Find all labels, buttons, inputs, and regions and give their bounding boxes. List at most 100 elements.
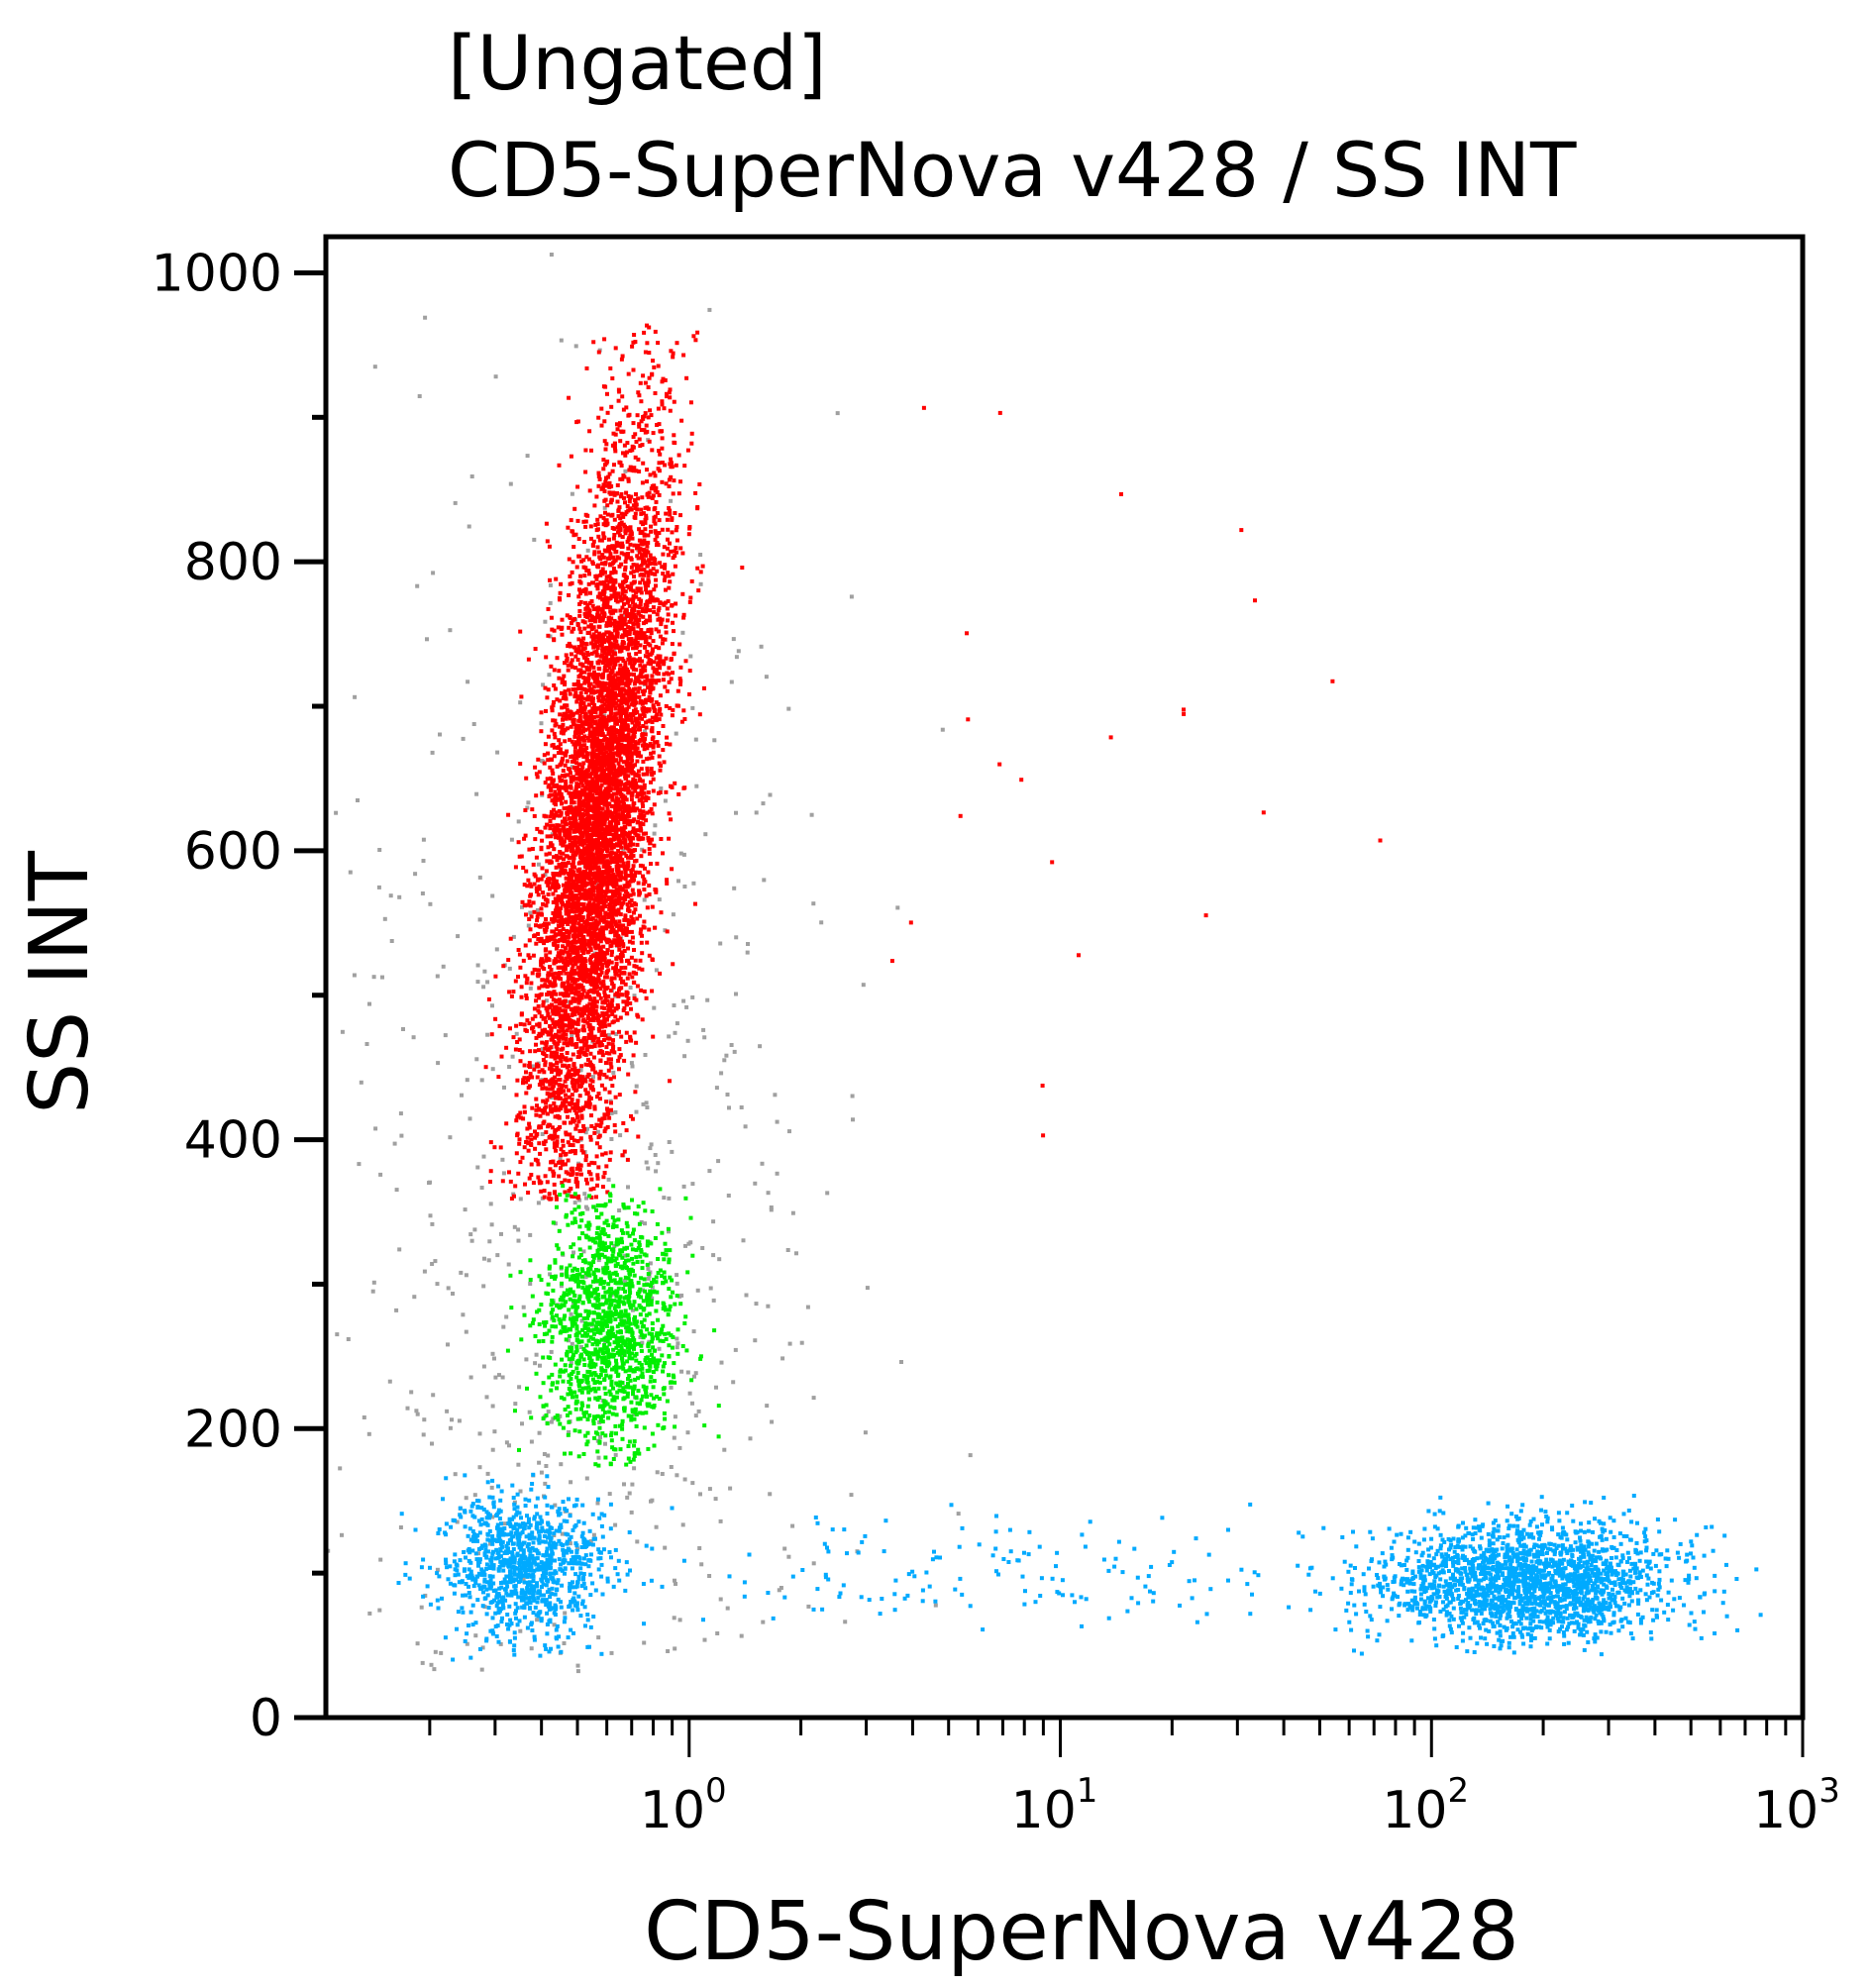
data-point [641,804,645,808]
data-point [698,581,703,586]
data-point [563,1063,568,1068]
data-point [623,930,628,934]
data-point [671,355,675,360]
data-point [352,973,357,978]
data-point [610,544,615,549]
data-point [507,1443,511,1448]
data-point [577,662,582,667]
data-point [357,1162,362,1167]
data-point [591,1075,595,1080]
data-point [625,747,629,752]
data-point [616,907,621,912]
data-point [598,514,603,519]
data-point [612,1244,617,1248]
data-point [545,695,550,700]
chart-title-line-2: CD5-SuperNova v428 / SS INT [448,126,1577,214]
data-point [479,1078,484,1083]
data-point [653,329,658,334]
data-point [571,742,576,747]
data-point [556,954,561,959]
data-point [532,813,537,818]
data-point [601,467,606,471]
data-point [548,826,553,831]
data-point [811,1396,816,1401]
data-point [476,1551,480,1556]
data-point [640,577,645,582]
data-point [570,836,574,840]
data-point [509,837,514,842]
data-point [667,477,672,482]
data-point [634,502,639,507]
data-point [549,809,554,814]
data-point [471,722,476,726]
data-point [646,571,651,575]
data-point [555,827,560,831]
data-point [617,968,622,973]
data-point [599,783,604,787]
data-point [634,1040,639,1045]
data-point [648,718,653,723]
data-point [618,421,622,426]
data-point [540,1132,545,1136]
data-point [548,1167,553,1172]
data-point [602,583,607,588]
data-point [627,1491,632,1496]
data-point [765,1404,770,1409]
data-point [664,600,669,605]
data-point [629,955,634,960]
data-point [680,1522,685,1527]
data-point [626,790,631,795]
data-point [606,877,611,882]
data-point [657,897,662,902]
data-point [665,517,670,522]
data-point [673,554,677,559]
data-point [591,921,596,926]
data-point [526,1148,531,1153]
data-point [631,970,636,975]
data-point [590,749,595,754]
data-point [626,996,631,1000]
data-point [453,500,458,505]
data-point [544,1104,549,1109]
data-point [548,792,553,797]
data-point [609,900,614,905]
data-point [633,958,638,963]
data-point [629,672,634,677]
data-point [576,994,581,998]
data-point [635,554,640,559]
data-point [606,764,611,769]
data-point [645,940,650,945]
data-point [583,1204,588,1209]
data-point [648,598,653,603]
data-point [575,1072,580,1076]
data-point [725,1093,730,1097]
data-point [618,852,623,857]
data-point [523,1027,528,1032]
data-point [600,1116,605,1121]
data-point [601,482,606,487]
data-point [541,890,546,895]
data-point [569,1057,573,1062]
data-point [581,755,586,759]
data-point [645,600,650,605]
data-point [524,1140,529,1144]
data-point [773,1093,778,1098]
data-point [575,879,580,884]
data-point [587,1060,592,1065]
data-point [641,511,646,516]
data-point [573,1177,578,1181]
data-point [626,732,631,737]
data-point [507,966,512,971]
data-point [671,671,675,676]
data-point [541,999,546,1004]
data-point [567,1189,571,1194]
data-point [714,1385,718,1390]
data-point [571,853,575,858]
data-point [598,723,603,728]
data-point [654,700,659,705]
data-point [627,814,632,819]
data-point [518,629,523,634]
data-point [587,572,591,576]
data-point [551,1063,556,1068]
data-point [613,432,618,437]
